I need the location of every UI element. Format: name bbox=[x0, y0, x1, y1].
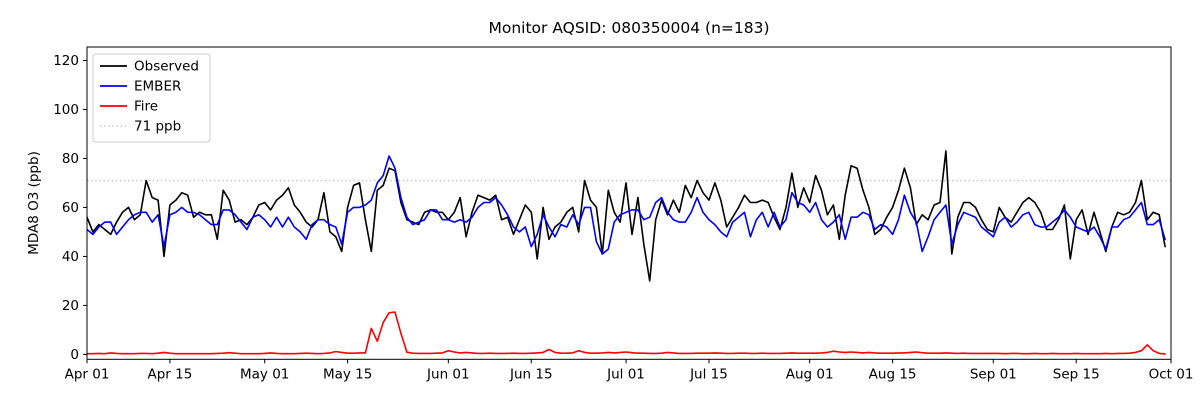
x-tick-label: Aug 01 bbox=[786, 366, 834, 382]
y-tick-label: 100 bbox=[53, 102, 79, 118]
x-tick-label: May 15 bbox=[323, 366, 372, 382]
x-tick-label: Sep 15 bbox=[1053, 366, 1100, 382]
y-tick-label: 120 bbox=[53, 53, 79, 69]
x-tick-label: Apr 01 bbox=[65, 366, 110, 382]
x-tick-label: Jul 15 bbox=[689, 366, 728, 382]
legend-box bbox=[92, 53, 211, 143]
y-axis-label: MDA8 O3 (ppb) bbox=[26, 151, 42, 255]
y-tick-label: 60 bbox=[62, 200, 79, 216]
plot-border bbox=[86, 46, 1172, 360]
fire-line bbox=[87, 311, 1166, 355]
y-tick-label: 0 bbox=[70, 347, 79, 363]
legend-item-fire: Fire bbox=[134, 99, 158, 115]
chart-title: Monitor AQSID: 080350004 (n=183) bbox=[488, 19, 769, 37]
legend-item-71ppb: 71 ppb bbox=[134, 119, 181, 135]
ember-line bbox=[87, 155, 1166, 255]
x-tick-label: Sep 01 bbox=[970, 366, 1017, 382]
x-tick-label: Oct 01 bbox=[1149, 366, 1194, 382]
x-tick-label: May 01 bbox=[240, 366, 289, 382]
x-tick-label: Aug 15 bbox=[869, 366, 917, 382]
legend-item-observed: Observed bbox=[134, 59, 199, 75]
x-tick-label: Jul 01 bbox=[606, 366, 645, 382]
x-tick-label: Jun 01 bbox=[426, 366, 470, 382]
legend: Observed EMBER Fire 71 ppb bbox=[92, 53, 211, 143]
observed-line bbox=[87, 150, 1166, 282]
x-tick-label: Jun 15 bbox=[509, 366, 553, 382]
y-axis: 0 20 40 60 80 100 120 bbox=[53, 53, 87, 363]
y-tick-label: 40 bbox=[62, 249, 79, 265]
y-tick-label: 80 bbox=[62, 151, 79, 167]
series-lines bbox=[87, 150, 1166, 355]
y-tick-label: 20 bbox=[62, 298, 79, 314]
x-tick-label: Apr 15 bbox=[148, 366, 193, 382]
x-axis: Apr 01 Apr 15 May 01 May 15 Jun 01 Jun 15 Jul … bbox=[65, 359, 1194, 382]
legend-item-ember: EMBER bbox=[134, 79, 181, 95]
